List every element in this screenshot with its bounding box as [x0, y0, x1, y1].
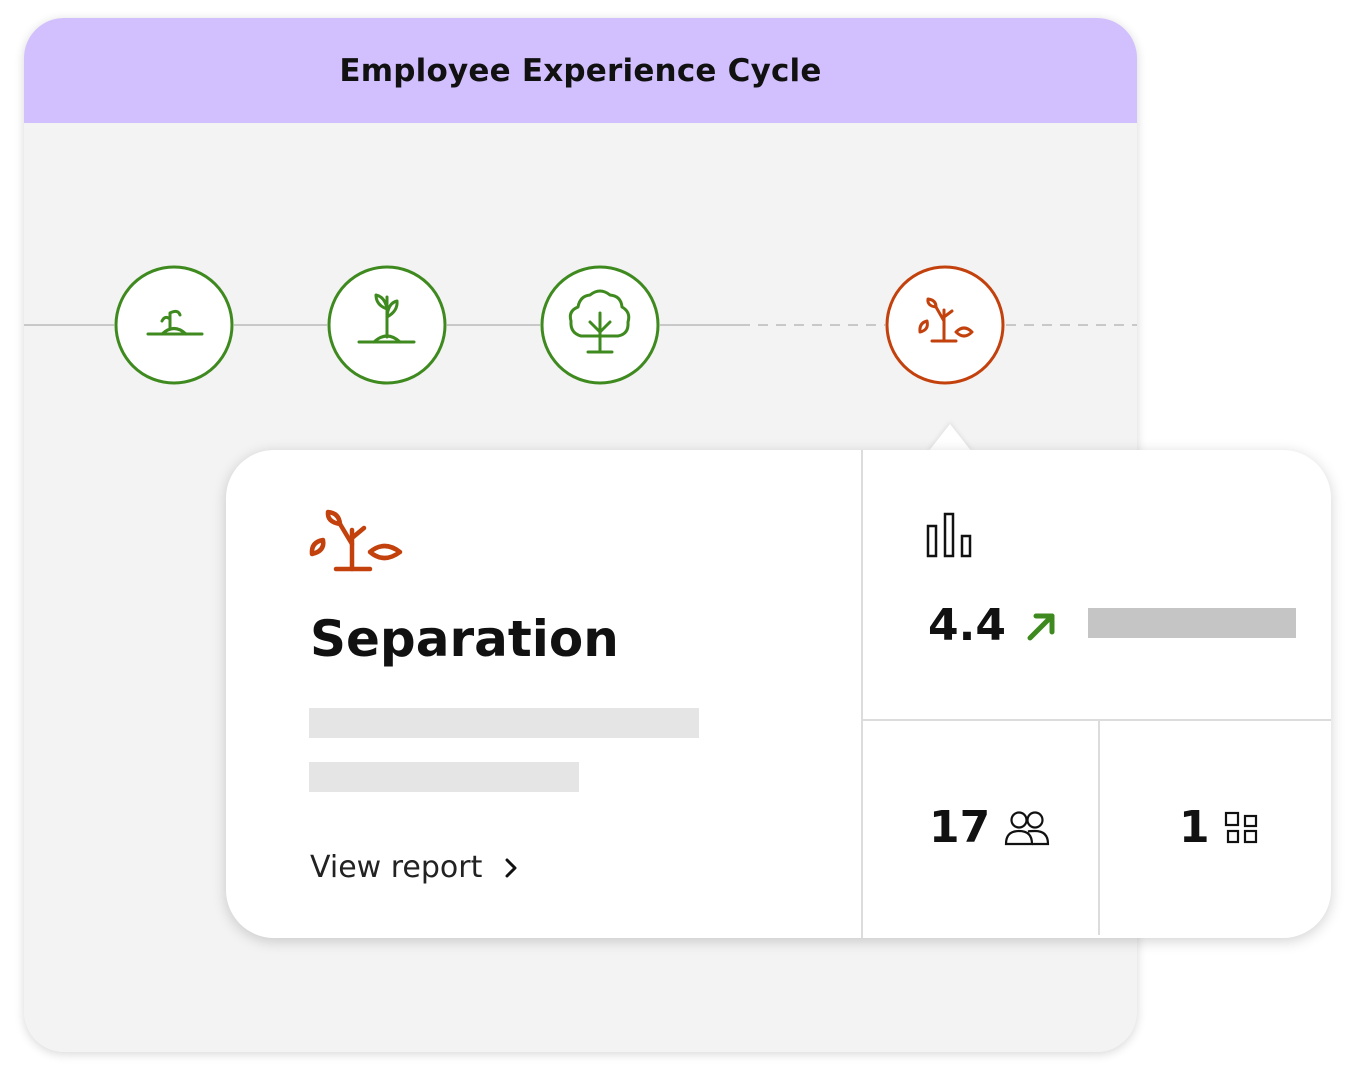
- items-stat: 1: [1179, 802, 1260, 853]
- falling-leaves-icon: [918, 297, 974, 343]
- stage-timeline: [24, 265, 1137, 385]
- stage-summary: Separation View report: [226, 450, 862, 938]
- items-count: 1: [1179, 802, 1210, 853]
- falling-leaves-icon: [309, 509, 403, 572]
- chevron-right-icon: [504, 857, 518, 879]
- pane-divider: [861, 450, 863, 938]
- stage-button-4-selected[interactable]: [885, 265, 1005, 385]
- score-bar-placeholder: [1088, 608, 1296, 638]
- score-chart-icon: [926, 510, 974, 562]
- view-report-label: View report: [310, 850, 483, 885]
- stage-button-1[interactable]: [114, 265, 234, 385]
- description-placeholder-line-2: [309, 762, 579, 792]
- stage-detail-popup: Separation View report 4.4: [226, 450, 1331, 938]
- stage-button-3[interactable]: [540, 265, 660, 385]
- card-title: Employee Experience Cycle: [339, 52, 822, 89]
- score-row: 4.4: [928, 600, 1060, 651]
- stage-button-2[interactable]: [327, 265, 447, 385]
- tree-icon: [568, 289, 631, 354]
- score-value: 4.4: [928, 600, 1006, 651]
- stats-divider: [863, 719, 1331, 721]
- card-header: Employee Experience Cycle: [24, 18, 1137, 123]
- view-report-link[interactable]: View report: [310, 850, 518, 885]
- stage-title: Separation: [310, 610, 619, 668]
- respondents-count: 17: [929, 802, 991, 853]
- grid-icon: [1224, 811, 1260, 845]
- respondents-stat: 17: [929, 802, 1050, 853]
- people-icon: [1004, 809, 1050, 847]
- seedling-icon: [146, 309, 204, 336]
- popup-pointer: [928, 424, 972, 452]
- sprout-icon: [357, 293, 416, 344]
- stats-cell-divider: [1098, 721, 1100, 935]
- trend-up-arrow-icon: [1024, 608, 1060, 644]
- description-placeholder-line-1: [309, 708, 699, 738]
